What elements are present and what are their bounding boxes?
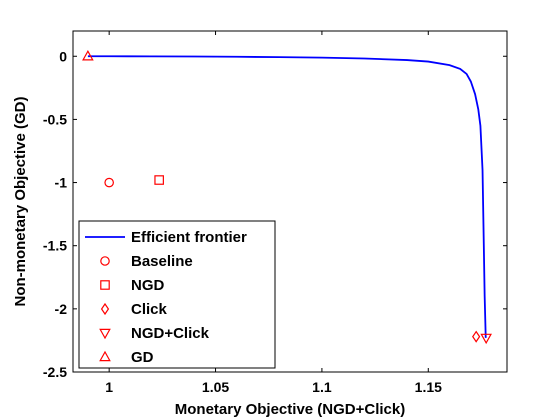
legend-box bbox=[78, 220, 276, 369]
legend-label-efficient-frontier: Efficient frontier bbox=[131, 229, 247, 246]
x-tick-label: 1.05 bbox=[202, 379, 229, 395]
legend-swatch-click bbox=[100, 302, 110, 316]
y-tick-label: -1 bbox=[55, 175, 68, 191]
y-tick-label: -2 bbox=[55, 301, 68, 317]
curve-layer bbox=[87, 55, 487, 338]
x-tick-label: 1.1 bbox=[312, 379, 332, 395]
x-tick-label: 1 bbox=[105, 379, 113, 395]
ngd-point bbox=[154, 175, 164, 185]
baseline-point bbox=[104, 177, 114, 188]
legend-swatch-ngd bbox=[100, 280, 110, 290]
click-point bbox=[472, 330, 481, 343]
legend-label-ngd-click: NGD+Click bbox=[131, 325, 210, 342]
legend-swatch-gd bbox=[99, 350, 111, 362]
plot-area-frame bbox=[72, 30, 508, 373]
y-tick-label: -2.5 bbox=[43, 364, 67, 380]
efficient-frontier-line bbox=[87, 55, 487, 338]
legend-swatch-ngd-click bbox=[99, 328, 111, 340]
marker-layer bbox=[82, 50, 492, 345]
x-axis-title: Monetary Objective (NGD+Click) bbox=[175, 401, 405, 418]
legend: Efficient frontier Baseline NGD Click NGD+Cl… bbox=[78, 220, 276, 369]
legend-label-baseline: Baseline bbox=[131, 253, 193, 270]
tick-layer: 1 1.05 1.1 1.15 0 -0.5 -1 -1.5 -2 -2.5 bbox=[43, 31, 507, 395]
y-axis-title: Non-monetary Objective (GD) bbox=[12, 96, 29, 306]
legend-label-ngd: NGD bbox=[131, 277, 165, 294]
gd-point bbox=[82, 50, 94, 61]
x-tick-label: 1.15 bbox=[415, 379, 442, 395]
y-tick-label: 0 bbox=[59, 48, 67, 64]
legend-label-gd: GD bbox=[131, 349, 154, 366]
legend-label-click: Click bbox=[131, 301, 168, 318]
legend-swatch-baseline bbox=[100, 256, 110, 266]
y-tick-label: -0.5 bbox=[43, 111, 67, 127]
ngd-click-point bbox=[480, 333, 492, 345]
y-tick-label: -1.5 bbox=[43, 238, 67, 254]
